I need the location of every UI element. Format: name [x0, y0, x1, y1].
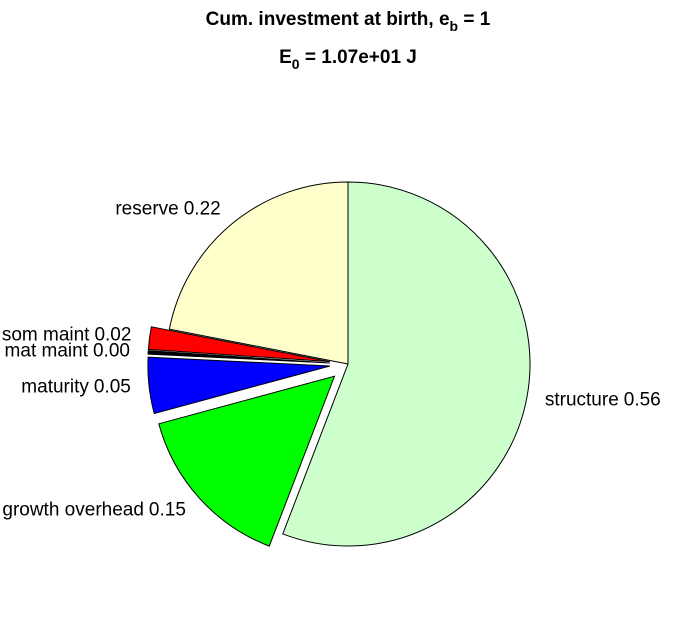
pie-slice [147, 326, 331, 363]
value-label: 0.22 [184, 198, 221, 219]
subtitle-subscript: 0 [292, 56, 300, 72]
pie-slice [168, 181, 349, 365]
title-subscript: b [450, 18, 459, 34]
subtitle-text: E [279, 47, 292, 68]
category-name: som maint [2, 325, 90, 346]
value-label: 0.05 [94, 377, 131, 398]
slice-label: structure 0.56 [545, 389, 661, 410]
subtitle-text: = 1.07e+01 J [300, 47, 417, 68]
value-label: 0.56 [624, 389, 661, 410]
chart-subtitle: E0 = 1.07e+01 J [279, 47, 417, 72]
category-name: maturity [21, 377, 89, 398]
pie-slice [147, 350, 330, 364]
slice-label: reserve 0.22 [115, 198, 220, 219]
category-name: structure [545, 389, 619, 410]
slice-label: som maint 0.02 [2, 325, 132, 346]
slice-label: growth overhead 0.15 [2, 499, 186, 520]
title-text: = 1 [458, 9, 491, 30]
title-text: Cum. investment at birth, e [206, 9, 450, 30]
slice-label: mat maint 0.00 [5, 340, 130, 361]
slice-label: maturity 0.05 [21, 377, 131, 398]
value-label: 0.00 [93, 340, 130, 361]
chart-title: Cum. investment at birth, eb = 1 [206, 9, 491, 34]
category-name: growth overhead [2, 499, 144, 520]
value-label: 0.15 [149, 499, 186, 520]
pie-slice [158, 375, 336, 547]
category-name: mat maint [5, 340, 89, 361]
pie-slice [282, 181, 531, 547]
category-name: reserve [115, 198, 178, 219]
value-label: 0.02 [94, 325, 131, 346]
pie-slice [147, 356, 331, 415]
